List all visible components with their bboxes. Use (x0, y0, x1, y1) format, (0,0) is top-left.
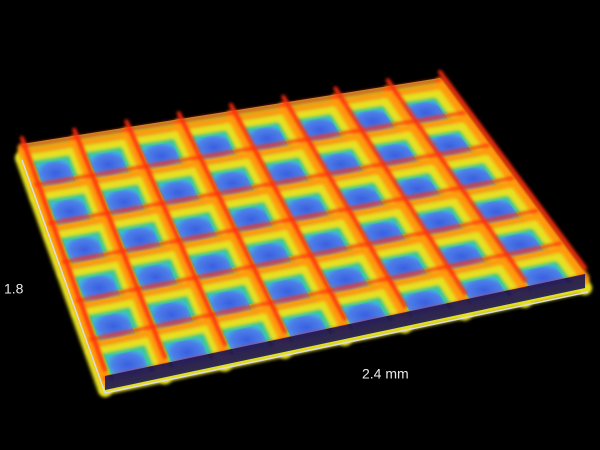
ridge-across (89, 241, 563, 341)
well (322, 265, 369, 294)
y-axis-edge (21, 159, 106, 394)
well (264, 277, 311, 306)
ridge-depth (17, 143, 110, 385)
ridge-depth (72, 127, 167, 360)
surface (15, 70, 592, 397)
ridge-depth (433, 85, 592, 295)
well (394, 175, 441, 203)
ridge-depth (383, 85, 530, 296)
ridge-across (48, 143, 490, 225)
ridge-depth (435, 77, 590, 283)
well (318, 151, 364, 178)
well (437, 242, 486, 271)
ridge-depth (438, 70, 587, 270)
ridge-depth (124, 119, 227, 347)
ridge-depth (385, 78, 527, 283)
ridge-depth (281, 94, 407, 309)
well (415, 209, 464, 237)
y-axis-label: 1.8 (4, 281, 24, 297)
well (303, 230, 349, 259)
ridge-depth (380, 93, 532, 308)
front-face (105, 274, 585, 390)
x-axis-edge (104, 291, 589, 394)
ridge-depth (69, 135, 170, 372)
ridge-across (34, 111, 466, 187)
ridge-depth (226, 110, 350, 334)
ridge-depth (224, 118, 352, 346)
well (283, 195, 329, 223)
ridge-across (75, 209, 539, 303)
ridge-depth (328, 101, 472, 321)
well (246, 241, 292, 270)
x-axis-label: 2.4 mm (362, 366, 409, 382)
ridge-across (20, 78, 442, 148)
well (207, 288, 253, 318)
well (338, 185, 385, 213)
ridge-depth (174, 118, 290, 347)
ridge-depth (331, 94, 470, 308)
ridge-depth (229, 103, 347, 321)
ridge-depth (176, 111, 287, 334)
ridge-depth (20, 136, 107, 372)
well (359, 220, 407, 248)
ridge-across (62, 176, 514, 264)
well (495, 231, 545, 259)
ridge-depth (278, 102, 410, 321)
ridge-depth (333, 86, 467, 296)
well (380, 254, 428, 282)
ridge-depth (122, 127, 230, 359)
ridge-depth (276, 109, 412, 334)
